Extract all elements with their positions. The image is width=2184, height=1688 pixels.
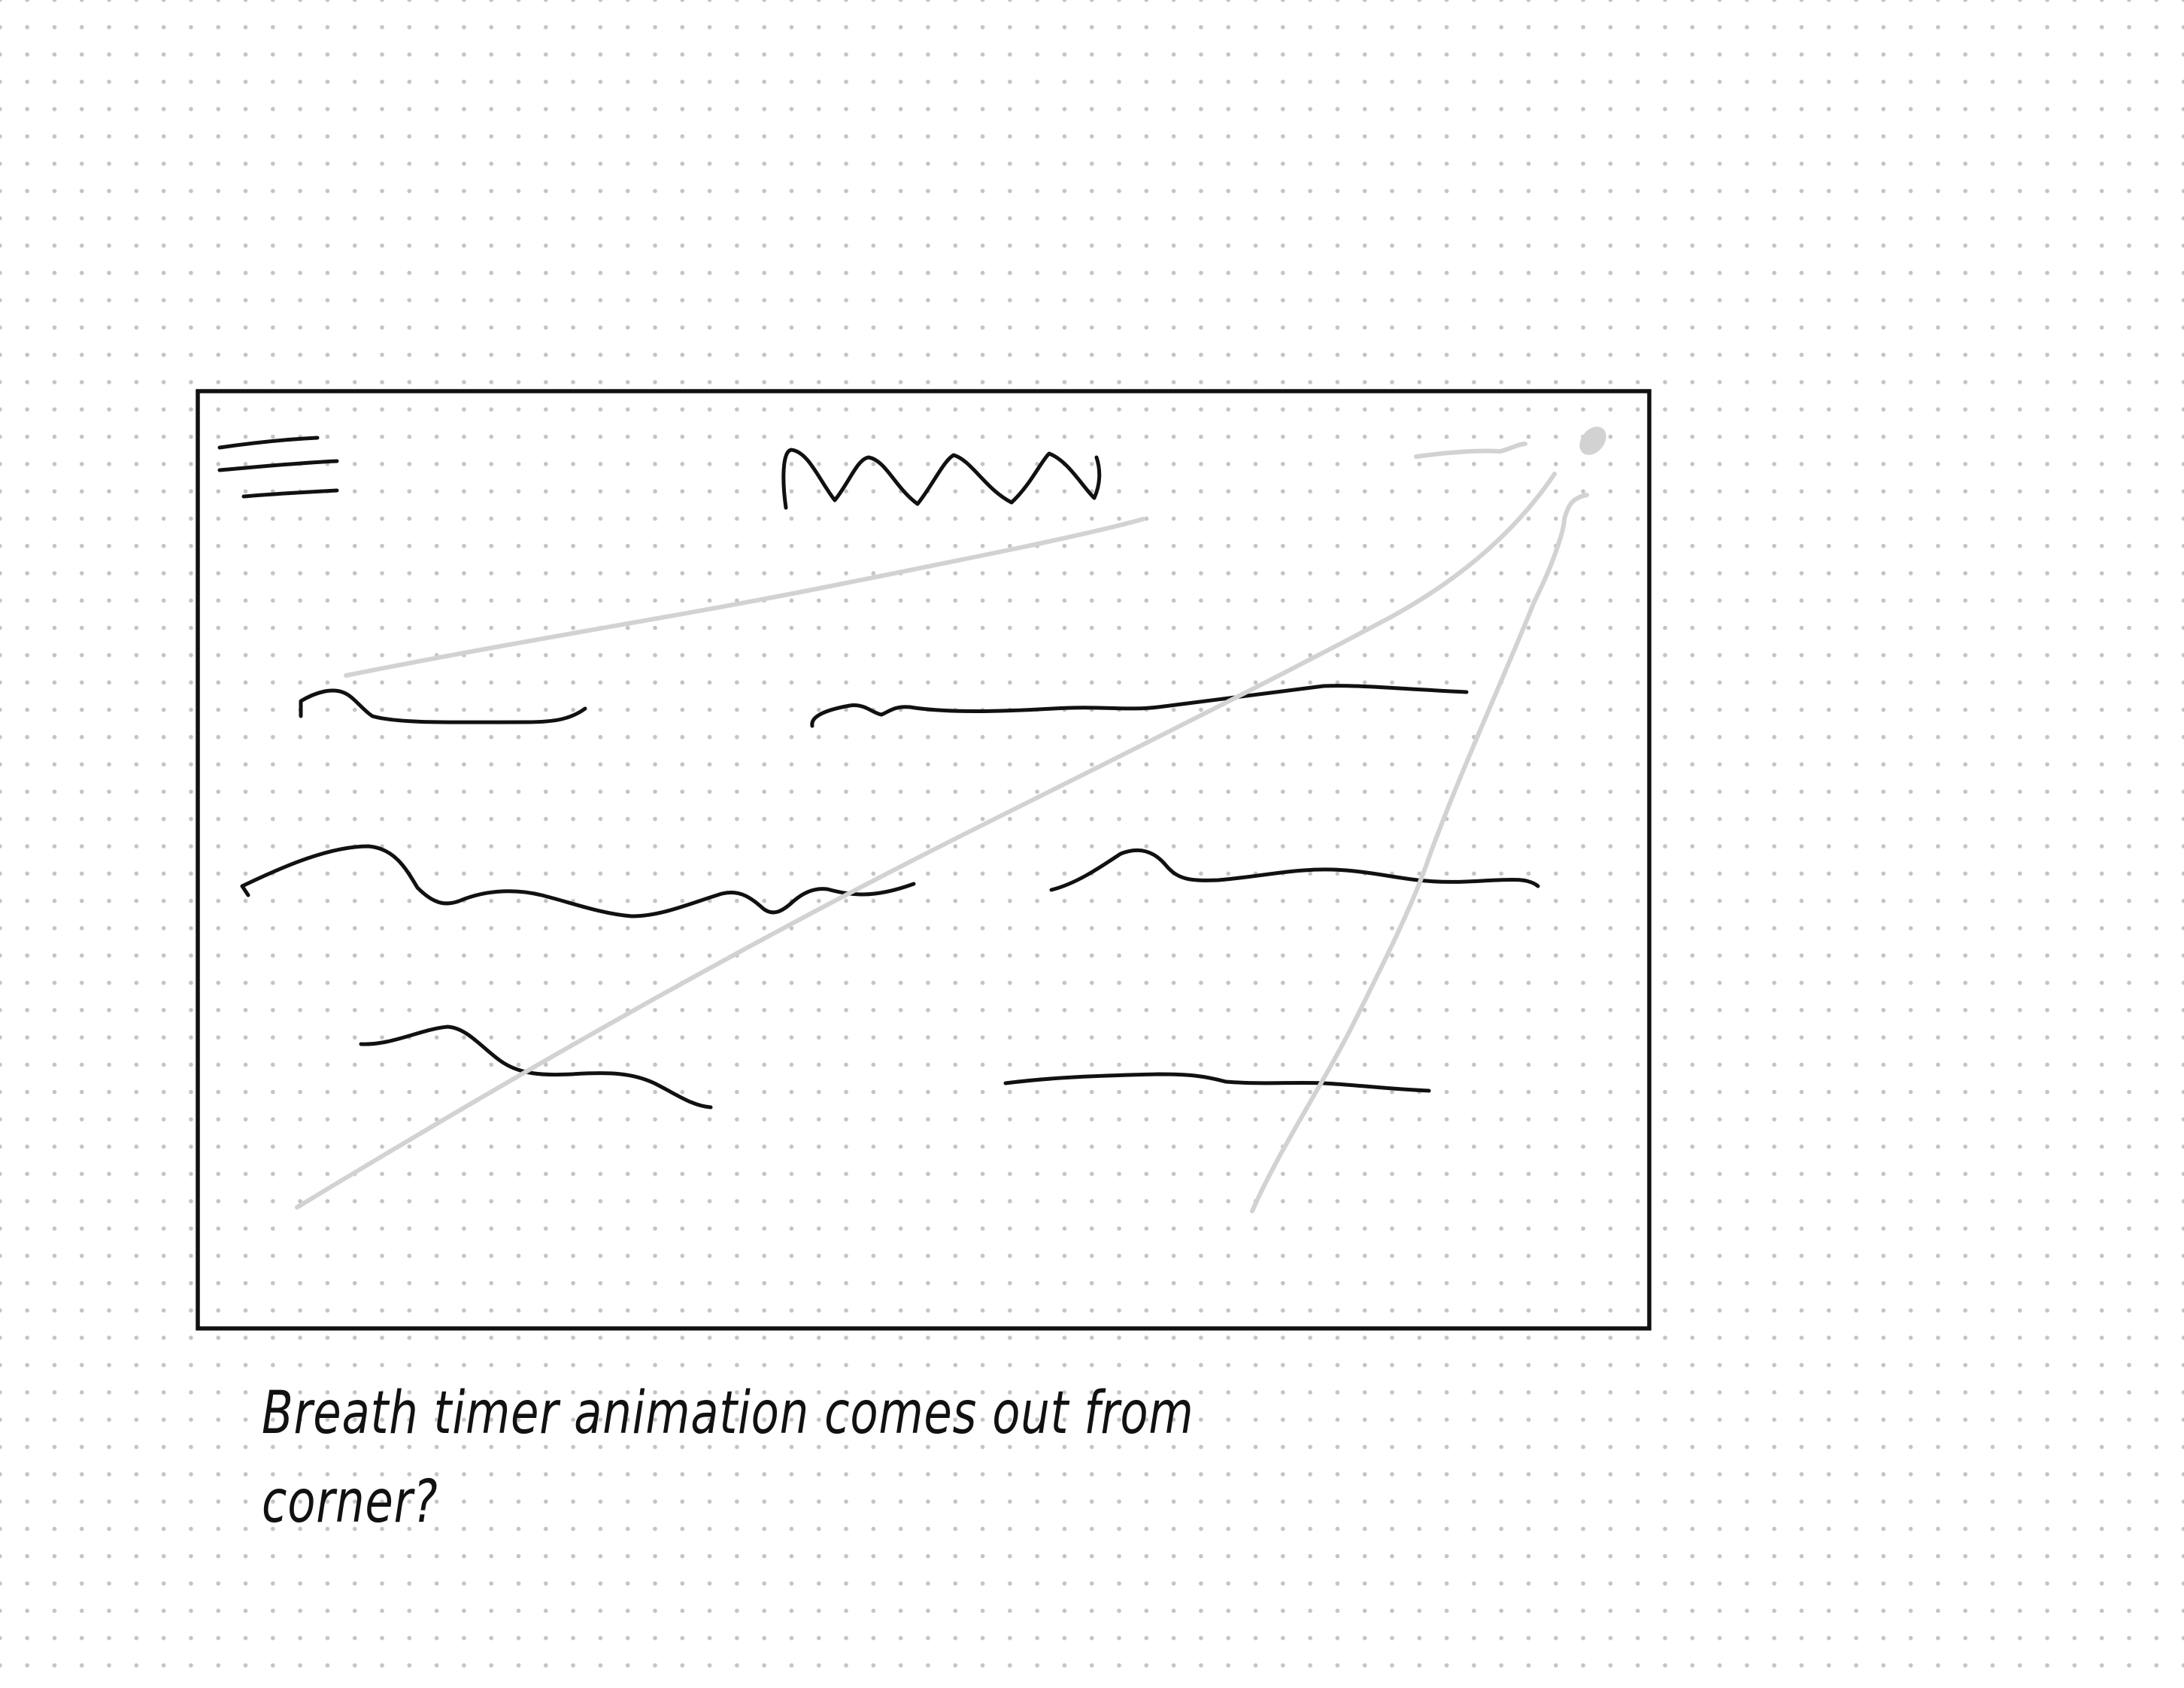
guide-line-diagonal [295,472,1557,1210]
guide-line-top-right [1414,442,1527,459]
text-placeholder-1 [299,688,587,724]
corner-dot-icon [1579,427,1606,455]
text-placeholder-5 [359,1025,713,1110]
guide-line-top [344,517,1145,678]
menu-icon [217,436,339,499]
corner-animation-guides [295,427,1606,1213]
title-squiggle [781,448,1102,510]
text-placeholder-2 [810,684,1469,728]
text-placeholder-4 [1049,848,1540,892]
handwritten-note: Breath timer animation comes out from co… [262,1380,1194,1536]
text-placeholder-3 [240,844,916,918]
text-placeholder-6 [1003,1072,1431,1093]
screen-frame [196,389,1652,1331]
guide-line-steep [1250,493,1589,1213]
